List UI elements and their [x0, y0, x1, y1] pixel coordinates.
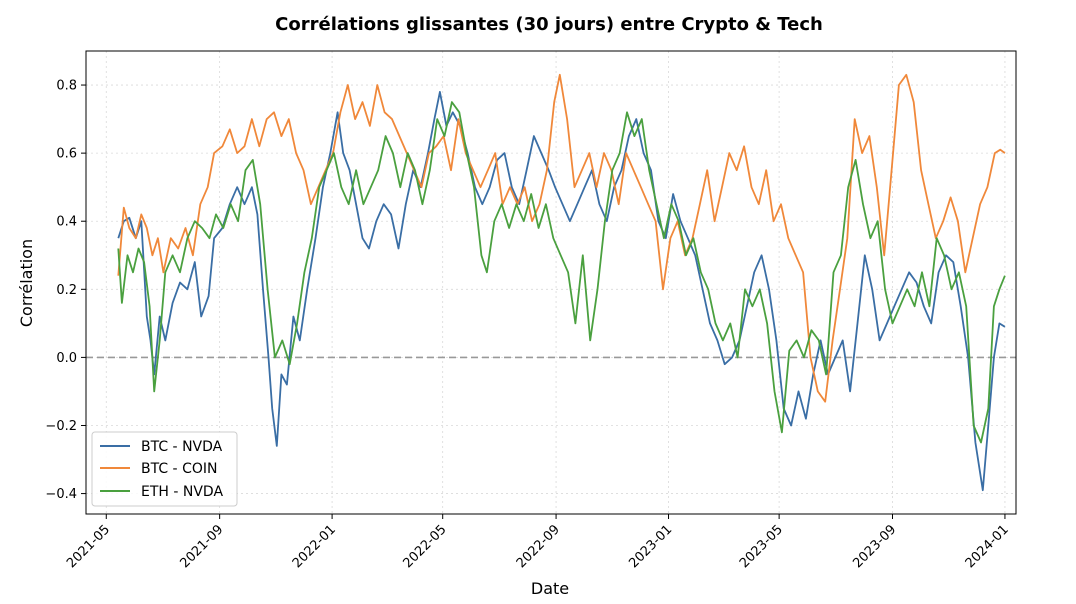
x-tick-label: 2023-09	[850, 522, 899, 571]
x-tick-label: 2023-01	[626, 522, 675, 571]
y-tick-label: 0.8	[56, 79, 77, 94]
legend-label-eth-nvda: ETH - NVDA	[141, 484, 223, 500]
y-axis-ticks: −0.4 −0.2 0.0 0.2 0.4 0.6 0.8	[45, 79, 86, 502]
legend: BTC - NVDA BTC - COIN ETH - NVDA	[91, 431, 238, 507]
plot-frame	[85, 50, 1017, 515]
y-tick-label: 0.0	[56, 351, 77, 366]
x-tick-label: 2022-09	[514, 522, 563, 571]
y-tick-label: 0.6	[56, 147, 77, 162]
legend-box	[91, 431, 238, 507]
x-tick-label: 2023-05	[737, 522, 786, 571]
x-tick-label: 2022-01	[290, 522, 339, 571]
series-line-btc-coin	[117, 73, 1006, 403]
series-line-btc-nvda	[117, 91, 1006, 492]
x-tick-label: 2021-09	[177, 522, 226, 571]
legend-label-btc-nvda: BTC - NVDA	[141, 439, 223, 455]
x-axis-ticks: 2021-05 2021-09 2022-01 2022-05 2022-09 2023-…	[64, 514, 1012, 571]
y-tick-label: 0.2	[56, 283, 77, 298]
series-layer	[117, 73, 1006, 492]
y-tick-label: −0.2	[45, 419, 77, 434]
chart-title: Corrélations glissantes (30 jours) entre…	[275, 14, 823, 35]
x-tick-label: 2021-05	[64, 522, 113, 571]
x-axis-title: Date	[531, 579, 569, 598]
x-tick-label: 2022-05	[401, 522, 450, 571]
y-tick-label: 0.4	[56, 215, 77, 230]
y-tick-label: −0.4	[45, 487, 77, 502]
series-line-eth-nvda	[117, 101, 1006, 444]
legend-label-btc-coin: BTC - COIN	[141, 461, 217, 477]
y-axis-title: Corrélation	[17, 239, 36, 327]
x-tick-label: 2024-01	[963, 522, 1012, 571]
